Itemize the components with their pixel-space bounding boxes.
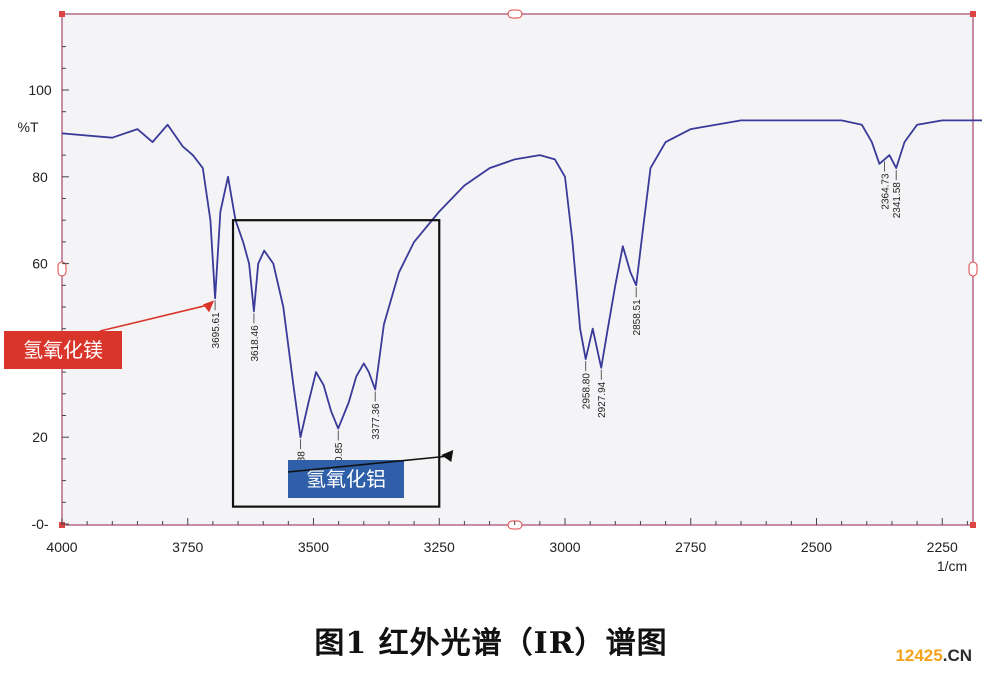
y-tick-label: 60 <box>32 256 48 272</box>
frame-handle-top <box>507 9 523 19</box>
al-hydroxide-arrowhead <box>441 450 454 462</box>
plot-frame <box>61 13 974 526</box>
x-tick-label: 4000 <box>46 539 77 555</box>
frame-corner-1 <box>970 11 976 17</box>
ir-spectrum-chart: 4000375035003250300027502500225020001750… <box>4 9 982 574</box>
figure-caption: 图1 红外光谱（IR）谱图 <box>314 626 668 661</box>
frame-handle-right <box>968 261 978 277</box>
y-tick-label: 20 <box>32 429 48 445</box>
al-hydroxide-box <box>231 219 441 508</box>
y-axis-label: %T <box>18 119 39 135</box>
x-tick-label: 3500 <box>298 539 329 555</box>
mg-hydroxide-arrowhead <box>203 300 215 313</box>
mg-hydroxide-arrow <box>99 303 212 332</box>
x-tick-label: 2500 <box>801 539 832 555</box>
peak-label: 3618.46 <box>250 325 261 362</box>
peak-label: 2858.51 <box>632 299 643 336</box>
peak-label: 2341.58 <box>892 182 903 219</box>
watermark-suffix: .CN <box>942 646 972 665</box>
x-tick-label: 2250 <box>927 539 958 555</box>
y-tick-label: 100 <box>28 82 52 98</box>
peak-label: 2958.80 <box>582 373 593 410</box>
mg-hydroxide-label-box <box>4 331 122 369</box>
peak-label: 2927.94 <box>597 381 608 418</box>
site-watermark: 12425.CN <box>895 646 972 666</box>
peak-label: 3695.61 <box>211 312 222 349</box>
frame-corner-3 <box>970 522 976 528</box>
watermark-number: 12425 <box>895 646 943 665</box>
frame-handle-left <box>57 261 67 277</box>
al-hydroxide-arrow <box>287 455 450 473</box>
peak-label: 3377.36 <box>371 403 382 440</box>
frame-corner-0 <box>59 11 65 17</box>
peak-label: 2364.73 <box>881 173 892 210</box>
x-tick-label: 3250 <box>424 539 455 555</box>
al-hydroxide-label: 氢氧化铝 <box>306 467 386 491</box>
x-tick-label: 3750 <box>172 539 203 555</box>
spectrum-line <box>61 119 982 439</box>
mg-hydroxide-label: 氢氧化镁 <box>23 338 103 362</box>
x-tick-label: 2750 <box>675 539 706 555</box>
y-tick-label: 80 <box>32 169 48 185</box>
y-tick-label: -0- <box>31 516 48 532</box>
x-tick-label: 3000 <box>549 539 580 555</box>
x-axis-label: 1/cm <box>937 558 967 574</box>
